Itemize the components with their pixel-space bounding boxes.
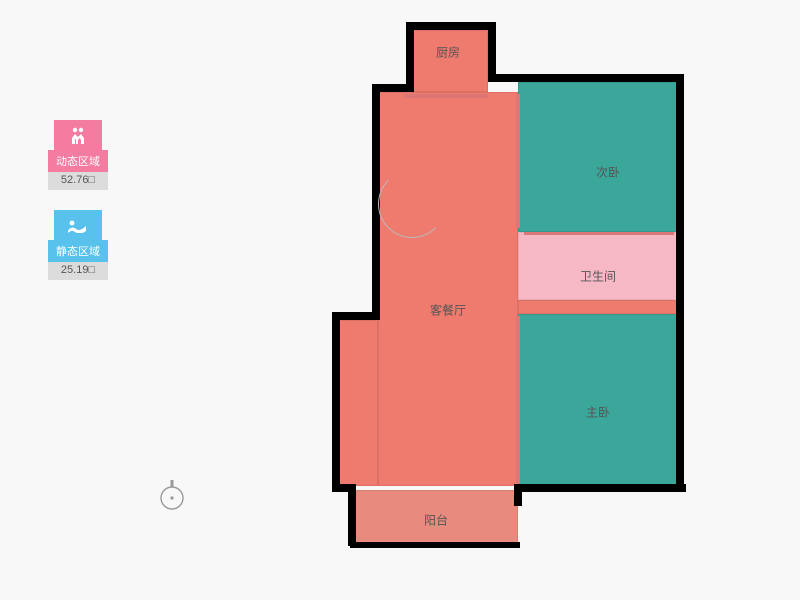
legend-panel: 动态区域 52.76□ 静态区域 25.19□ xyxy=(48,120,108,280)
room-label-bed1: 主卧 xyxy=(586,404,610,421)
legend-dynamic-label: 动态区域 xyxy=(48,150,108,172)
room-bath_corr xyxy=(518,300,678,314)
wall-3 xyxy=(488,74,684,82)
wall-8 xyxy=(332,312,340,488)
compass-icon xyxy=(155,478,189,512)
room-kitchen xyxy=(408,30,488,92)
room-label-kitchen: 厨房 xyxy=(436,44,460,61)
wall-11 xyxy=(350,542,520,548)
room-bed1 xyxy=(518,314,678,486)
room-label-balcony: 阳台 xyxy=(424,512,448,529)
room-bed2 xyxy=(518,82,678,232)
wall-10 xyxy=(348,484,356,546)
sleep-icon xyxy=(54,210,102,240)
legend-static: 静态区域 25.19□ xyxy=(48,210,108,280)
legend-static-value: 25.19□ xyxy=(48,262,108,280)
room-living xyxy=(378,92,518,486)
wall-2 xyxy=(488,22,496,82)
legend-dynamic-value: 52.76□ xyxy=(48,172,108,190)
divider-2 xyxy=(404,94,488,98)
divider-3 xyxy=(524,232,674,235)
room-label-bath: 卫生间 xyxy=(580,268,616,285)
wall-12 xyxy=(514,484,686,492)
wall-0 xyxy=(406,22,488,30)
divider-1 xyxy=(516,316,520,486)
legend-static-label: 静态区域 xyxy=(48,240,108,262)
floorplan: 厨房客餐厅 次卧卫生间主卧阳台 xyxy=(290,22,686,582)
divider-0 xyxy=(516,94,520,228)
room-label-bed2: 次卧 xyxy=(596,164,620,181)
legend-dynamic: 动态区域 52.76□ xyxy=(48,120,108,190)
room-bath xyxy=(518,232,678,300)
people-icon xyxy=(54,120,102,150)
room-label-living: 客餐厅 xyxy=(430,302,466,319)
door-0 xyxy=(378,170,446,238)
wall-1 xyxy=(406,22,414,92)
wall-4 xyxy=(676,74,684,492)
room-living_ext xyxy=(338,320,378,486)
wall-13 xyxy=(514,484,522,506)
